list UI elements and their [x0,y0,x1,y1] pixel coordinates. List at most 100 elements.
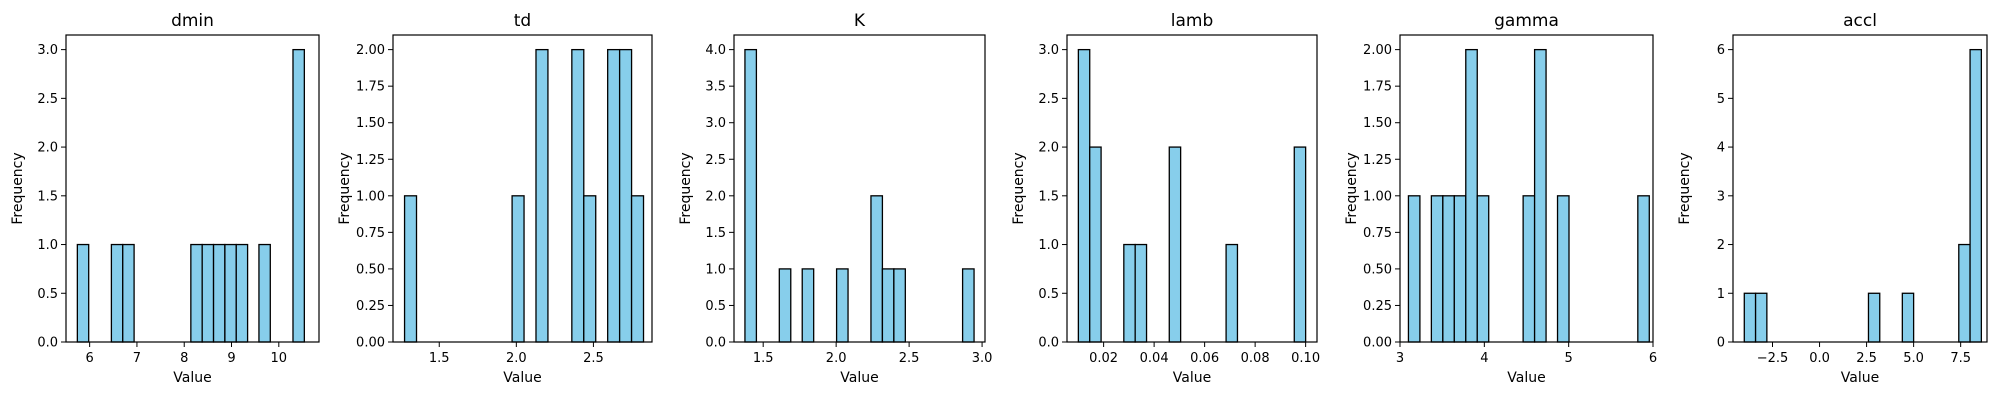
histogram-bar [76,243,90,343]
histogram-bar [212,243,226,343]
x-tick-label: 1.5 [753,351,774,366]
x-axis-label: Value [840,370,878,386]
histogram-bar [511,195,525,343]
histogram-bar [1969,48,1983,343]
histogram-bar [893,268,906,343]
histogram-bar [258,243,271,343]
y-tick-label: 2.00 [1363,43,1392,58]
histogram-bar [1430,195,1444,343]
histogram-bar [583,195,597,343]
y-tick-label: 0.5 [37,287,58,302]
x-axis-label: Value [503,370,541,386]
histogram-panel-td: 0.00 0.25 0.50 0.75 1.00 1.25 1.50 1.75 2.00 1.5 2… [337,11,653,386]
histogram-bar [535,48,549,343]
x-tick-label: 0.08 [1241,351,1270,366]
y-tick-label: 1.00 [356,189,385,204]
histogram-bar [835,268,849,343]
histogram-bar [190,243,203,343]
y-tick-label: 1.5 [705,226,726,241]
x-tick-label: 10 [271,351,288,366]
y-tick-label: 2.0 [705,189,726,204]
histogram-bar [1476,195,1490,343]
axes-frame [1399,34,1654,343]
histogram-bar [1134,243,1148,343]
histogram-panel-gamma: 0.00 0.25 0.50 0.75 1.00 1.25 1.50 1.75 2.00 3 4 5 6… [1344,11,1657,386]
axes-frame [1732,34,1988,343]
chart-title: dmin [171,11,214,31]
histogram-bar [1077,48,1091,343]
x-axis-label: Value [1841,370,1879,386]
x-tick-label: 4 [1480,351,1488,366]
x-tick-label: 2.5 [583,351,604,366]
y-tick-label: 6 [1717,43,1725,58]
y-tick-label: 0.0 [705,336,726,351]
y-tick-label: 0.75 [356,226,385,241]
histogram-bar [1754,292,1768,343]
histogram-bar [630,195,645,343]
histogram-bar [618,48,633,343]
y-tick-label: 1.75 [356,80,385,95]
histogram-bar [1465,48,1478,343]
x-tick-label: 5.0 [1903,351,1924,366]
chart-title: td [514,11,531,31]
y-tick-label: 0.5 [705,299,726,314]
y-tick-label: 2.5 [1038,92,1059,107]
histogram-bar [801,268,815,343]
x-tick-label: 9 [227,351,235,366]
x-axis-label: Value [1173,370,1211,386]
y-tick-label: 1.0 [37,238,58,253]
histogram-bar [571,48,585,343]
x-tick-label: 3 [1396,351,1404,366]
y-tick-label: 4 [1717,141,1725,156]
histogram-bar [1225,243,1239,343]
x-tick-label: 0.0 [1809,351,1830,366]
x-axis-label: Value [1507,370,1545,386]
y-axis-label: Frequency [337,152,353,224]
x-tick-label: 2.5 [899,351,920,366]
axes-frame [65,34,320,343]
y-tick-label: 0.50 [356,262,385,277]
y-tick-label: 1.5 [37,189,58,204]
y-tick-label: 0.50 [1363,262,1392,277]
histogram-panel-dmin: 0.0 0.5 1.0 1.5 2.0 2.5 3.0 6 7 8 9 10 dmin Value Freq… [10,11,320,386]
y-axis-label: Frequency [678,152,694,224]
histogram-bar [1901,292,1915,343]
y-tick-label: 3.0 [1038,43,1059,58]
y-tick-label: 3.0 [37,43,58,58]
histogram-bar [961,268,975,343]
x-tick-label: 1.5 [429,351,450,366]
y-tick-label: 1.25 [1363,153,1392,168]
histogram-bar [1168,146,1182,343]
y-axis-label: Frequency [10,152,26,224]
histogram-bar [1453,195,1467,343]
y-tick-label: 3.5 [705,80,726,95]
y-tick-label: 0.75 [1363,226,1392,241]
histogram-bar [1867,292,1881,343]
x-tick-label: 2.5 [1856,351,1877,366]
histogram-bar [1442,195,1455,343]
x-tick-label: 2.0 [826,351,847,366]
histogram-bar [201,243,215,343]
y-axis-label: Frequency [1344,152,1360,224]
axes-frame [1066,34,1318,343]
histogram-bar [403,195,418,343]
x-tick-label: 0.04 [1140,351,1169,366]
y-tick-label: 1.50 [356,116,385,131]
x-tick-label: 5 [1565,351,1573,366]
x-tick-label: 8 [180,351,188,366]
y-tick-label: 3.0 [705,116,726,131]
histogram-bar [1556,195,1570,343]
histogram-bar [1407,195,1421,343]
y-tick-label: 0.25 [1363,299,1392,314]
histogram-bar [778,268,792,343]
y-tick-label: 1.0 [1038,238,1059,253]
x-tick-label: 2.0 [506,351,527,366]
x-axis-label: Value [173,370,211,386]
y-tick-label: 2.00 [356,43,385,58]
y-tick-label: 0 [1717,336,1725,351]
histogram-bar [1293,146,1307,343]
histogram-bar [292,48,305,343]
x-tick-label: 0.02 [1089,351,1118,366]
x-tick-label: 0.10 [1291,351,1320,366]
